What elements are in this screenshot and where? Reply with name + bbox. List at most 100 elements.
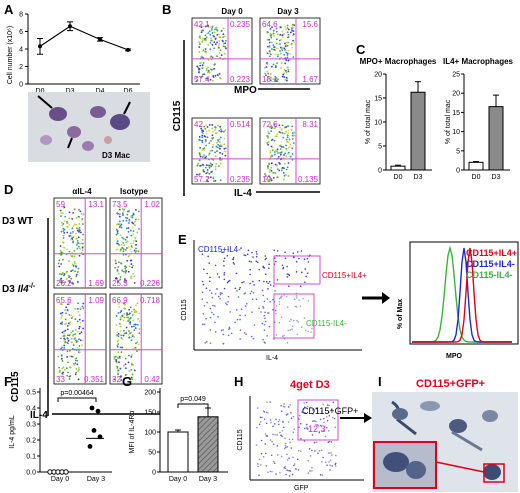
dot [125, 314, 128, 316]
dot [292, 252, 295, 255]
dot [224, 45, 227, 48]
dot [266, 63, 269, 65]
dot [127, 361, 130, 364]
dot [119, 224, 122, 227]
dot [264, 311, 266, 314]
dot [70, 277, 73, 280]
dot [223, 143, 226, 146]
dot [60, 357, 63, 360]
dot [133, 369, 136, 372]
dot [67, 337, 69, 340]
dot [293, 131, 296, 134]
dot [58, 370, 61, 373]
panel-letter-b: B [162, 2, 171, 17]
dot [61, 321, 64, 324]
dot [269, 150, 272, 152]
dot [270, 65, 273, 68]
quadrant-value: 59 [56, 200, 65, 209]
dot [269, 301, 271, 303]
dot [275, 64, 277, 67]
dot [138, 312, 141, 315]
dot [124, 267, 127, 270]
dot [125, 216, 127, 219]
dot [236, 290, 238, 292]
dot [215, 131, 218, 134]
dot [244, 305, 247, 307]
dot [219, 143, 222, 146]
dot [267, 75, 270, 78]
dot [202, 132, 204, 135]
dot [237, 296, 240, 298]
y-tick-label: 0 [19, 82, 23, 89]
dot [229, 311, 232, 313]
dot [199, 64, 202, 67]
dot [115, 228, 118, 231]
dot [137, 317, 139, 320]
quadrant-value: 64.6 [262, 20, 278, 29]
dot [211, 163, 214, 166]
dot [220, 159, 223, 162]
dot [268, 41, 271, 44]
dot [61, 346, 63, 349]
dot [204, 342, 206, 344]
dot [283, 178, 285, 181]
dot [298, 414, 301, 417]
y-tick-label: 0 [378, 168, 382, 175]
dot [124, 238, 127, 241]
dot [263, 314, 266, 317]
y-tick-label: 8 [19, 12, 23, 19]
dot [285, 59, 288, 62]
dot [119, 222, 121, 225]
dot [284, 444, 287, 447]
quadrant-value: 0.226 [140, 279, 161, 288]
dot [76, 346, 79, 349]
dot [120, 262, 123, 265]
dot [209, 48, 212, 51]
dot [71, 315, 74, 318]
dot [285, 138, 288, 141]
quadrant-value: 42 [194, 120, 203, 129]
panel-e-flow-and-histogram: E CD115 CD115+IL4- CD115+IL4+ CD115-IL4-… [178, 232, 519, 362]
dot [265, 66, 268, 68]
dot [209, 329, 212, 331]
dot [78, 368, 80, 371]
dot [270, 36, 273, 39]
dot [324, 435, 327, 438]
dot [82, 302, 85, 305]
dot [208, 129, 210, 132]
dot [210, 68, 212, 71]
dot [217, 316, 219, 318]
dot [256, 261, 259, 264]
dot [222, 33, 225, 36]
dot [210, 26, 212, 29]
dot [122, 210, 125, 213]
dot [288, 138, 291, 140]
dot [61, 314, 63, 317]
dot [206, 171, 209, 174]
panel-e-gate-neg [273, 293, 315, 339]
dot [68, 224, 71, 226]
dot [230, 332, 233, 335]
dot [61, 360, 64, 362]
dot [219, 293, 222, 296]
dot [117, 335, 120, 338]
dot [282, 171, 285, 174]
dot [132, 325, 135, 328]
dot [77, 378, 80, 381]
dot [277, 78, 279, 81]
dot [72, 211, 74, 214]
dot [263, 410, 266, 413]
dot [122, 237, 125, 240]
panel-h-xlabel: GFP [294, 485, 309, 492]
dot [224, 39, 227, 42]
dot [264, 320, 267, 323]
dot [117, 351, 120, 354]
dot [66, 222, 69, 224]
dot [272, 460, 275, 463]
dot [76, 340, 79, 342]
dot [283, 47, 286, 50]
dot [78, 222, 81, 225]
dot [212, 35, 215, 37]
dot [275, 42, 278, 45]
dot [126, 247, 128, 249]
